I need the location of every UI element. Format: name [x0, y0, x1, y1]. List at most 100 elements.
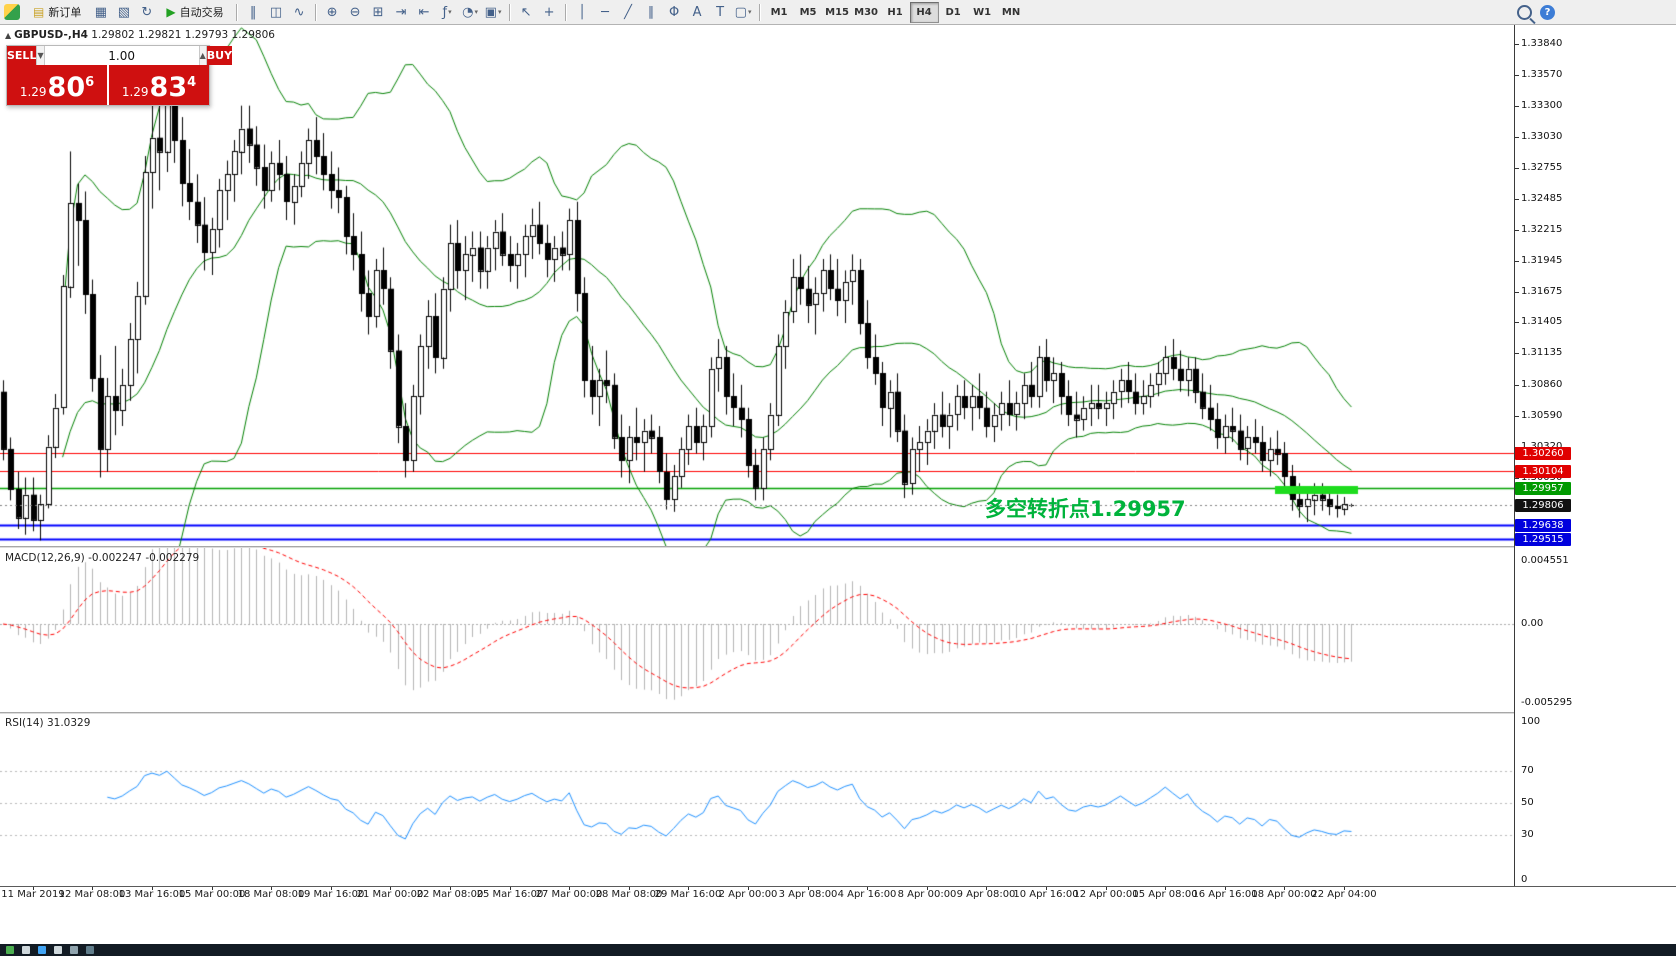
- volume-decrease-button[interactable]: ▼: [36, 46, 45, 65]
- price-tick: [1515, 168, 1519, 169]
- timeframe-m15[interactable]: M15: [825, 6, 850, 18]
- chart-shift-icon[interactable]: ⇤: [418, 4, 430, 20]
- timeframe-w1[interactable]: W1: [973, 6, 992, 18]
- search-icon[interactable]: [1517, 4, 1532, 20]
- time-tick: [748, 887, 749, 890]
- buy-price-big: 83: [149, 72, 188, 103]
- buy-button[interactable]: 1.29 83 4: [109, 65, 209, 105]
- macd-name: MACD(12,26,9): [5, 552, 85, 564]
- time-axis-label: 22 Mar 08:00: [416, 889, 484, 900]
- price-axis-label: 1.31405: [1521, 316, 1563, 327]
- crosshair-icon[interactable]: +: [543, 4, 555, 20]
- price-axis-label: 1.30860: [1521, 379, 1563, 390]
- navigator-icon[interactable]: ▧: [117, 4, 130, 20]
- tile-windows-icon[interactable]: ⊞: [372, 4, 384, 20]
- taskbar-item[interactable]: [86, 946, 94, 954]
- price-tick: [1515, 478, 1519, 479]
- help-icon[interactable]: ?: [1540, 4, 1555, 20]
- channel-icon[interactable]: ∥: [647, 4, 655, 20]
- volume-increase-button[interactable]: ▲: [198, 46, 207, 65]
- time-tick: [271, 887, 272, 890]
- refresh-icon[interactable]: ↻: [141, 4, 153, 20]
- timeframe-m5[interactable]: M5: [799, 6, 817, 18]
- taskbar-item[interactable]: [70, 946, 78, 954]
- toolbar-separator: [235, 3, 238, 21]
- periods-icon[interactable]: ◔ ▾: [462, 4, 478, 20]
- time-tick: [1284, 887, 1285, 890]
- timeframe-m1[interactable]: M1: [770, 6, 788, 18]
- time-tick: [212, 887, 213, 890]
- time-tick: [510, 887, 511, 890]
- time-tick: [1344, 887, 1345, 890]
- rsi-indicator-pane[interactable]: [0, 714, 1514, 886]
- time-tick: [33, 887, 34, 890]
- toolbar-separator: [758, 3, 761, 21]
- charts-window-icon[interactable]: ▦: [94, 4, 107, 20]
- main-price-chart[interactable]: [0, 25, 1514, 546]
- indicators-icon[interactable]: ƒ ▾: [442, 4, 452, 20]
- auto-trading-button[interactable]: ▶ 自动交易: [166, 5, 224, 19]
- price-axis-label: 1.30320: [1521, 441, 1562, 452]
- shapes-icon[interactable]: ▢ ▾: [734, 4, 752, 20]
- zoom-in-icon[interactable]: ⊕: [326, 4, 338, 20]
- cursor-icon[interactable]: ↖: [520, 4, 532, 20]
- price-tick: [1515, 106, 1519, 107]
- horizontal-line-icon[interactable]: ─: [601, 4, 609, 20]
- rsi-axis-label: 30: [1521, 829, 1534, 840]
- macd-axis-label: 0.00: [1521, 618, 1544, 629]
- taskbar-item[interactable]: [38, 946, 46, 954]
- line-chart-icon[interactable]: ∿: [293, 4, 305, 20]
- fibonacci-icon[interactable]: Φ: [668, 4, 680, 20]
- price-axis-label: 1.31945: [1521, 255, 1563, 266]
- macd-indicator-pane[interactable]: [0, 548, 1514, 712]
- sell-button[interactable]: 1.29 80 6: [7, 65, 107, 105]
- macd-axis-label: -0.005295: [1521, 697, 1573, 708]
- time-axis-label: 19 Mar 16:00: [297, 889, 365, 900]
- volume-input[interactable]: [44, 46, 199, 65]
- time-tick: [867, 887, 868, 890]
- rsi-axis-label: 50: [1521, 797, 1534, 808]
- one-click-toggle[interactable]: ▲: [5, 31, 12, 40]
- text-icon[interactable]: A: [692, 4, 702, 20]
- price-tick: [1515, 261, 1519, 262]
- pane-separator[interactable]: [0, 546, 1676, 548]
- timeframe-m30[interactable]: M30: [854, 6, 879, 18]
- time-tick: [450, 887, 451, 890]
- templates-icon[interactable]: ▣ ▾: [484, 4, 502, 20]
- taskbar-item[interactable]: [6, 946, 14, 954]
- timeframe-d1[interactable]: D1: [945, 6, 961, 18]
- price-axis-label: 1.31135: [1521, 347, 1563, 358]
- timeframe-h4[interactable]: H4: [909, 1, 939, 23]
- time-axis-label: 27 Mar 00:00: [535, 889, 603, 900]
- macd-values: -0.002247 -0.002279: [88, 552, 200, 564]
- taskbar-item[interactable]: [54, 946, 62, 954]
- price-axis-label: 1.33840: [1521, 38, 1563, 49]
- time-axis-label: 22 Apr 04:00: [1311, 889, 1377, 900]
- time-axis-label: 12 Mar 08:00: [58, 889, 126, 900]
- macd-axis-label: 0.004551: [1521, 555, 1569, 566]
- price-tag: 1.29515: [1515, 533, 1571, 546]
- toolbar-separator: [564, 3, 567, 21]
- label-icon[interactable]: T: [716, 4, 725, 20]
- taskbar-item[interactable]: [22, 946, 30, 954]
- timeframe-mn[interactable]: MN: [1001, 6, 1021, 18]
- new-order-button[interactable]: ▤ 新订单: [33, 5, 82, 19]
- vertical-line-icon[interactable]: │: [578, 4, 586, 20]
- bars-chart-icon[interactable]: ‖: [249, 4, 257, 20]
- time-tick: [331, 887, 332, 890]
- rsi-name: RSI(14): [5, 717, 44, 729]
- price-tick: [1515, 199, 1519, 200]
- chart-window: ▲ GBPUSD-,H4 1.29802 1.29821 1.29793 1.29…: [0, 25, 1676, 956]
- time-axis-label: 2 Apr 00:00: [718, 889, 778, 900]
- timeframe-h1[interactable]: H1: [887, 6, 903, 18]
- new-order-button-glyph: ▤: [33, 5, 45, 19]
- zoom-out-icon[interactable]: ⊖: [349, 4, 361, 20]
- auto-scroll-icon[interactable]: ⇥: [395, 4, 407, 20]
- time-axis-label: 18 Apr 00:00: [1251, 889, 1317, 900]
- candlestick-chart-icon[interactable]: ◫: [269, 4, 283, 20]
- time-tick: [927, 887, 928, 890]
- trendline-icon[interactable]: ╱: [624, 4, 632, 20]
- time-tick: [1225, 887, 1226, 890]
- pane-separator[interactable]: [0, 712, 1676, 714]
